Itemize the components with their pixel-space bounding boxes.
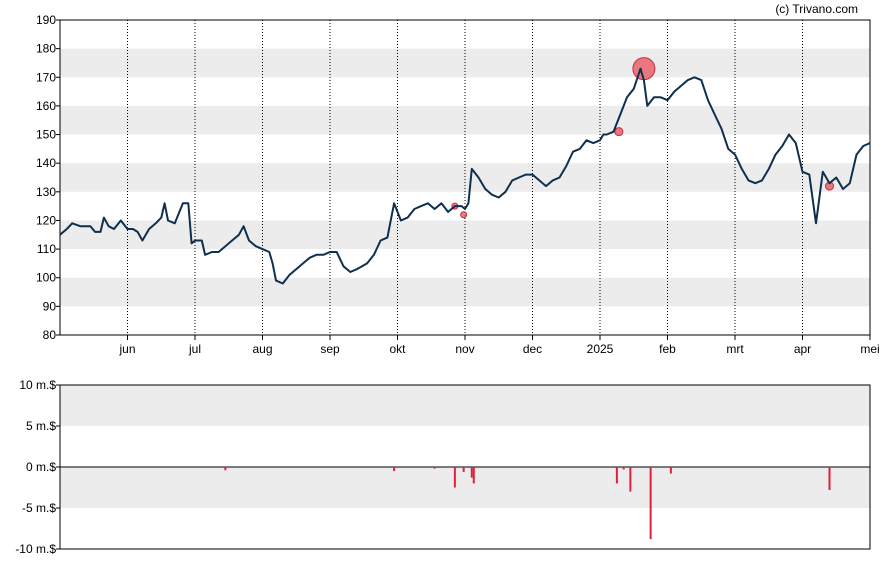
trade-marker (614, 127, 624, 137)
volume-grid-band (60, 467, 870, 508)
y-tick-label: 130 (36, 185, 56, 199)
x-tick-label: jul (188, 342, 201, 356)
x-tick-label: mrt (726, 342, 744, 356)
volume-bar (470, 467, 473, 478)
x-tick-label: mei (860, 342, 879, 356)
volume-bar (629, 467, 632, 492)
y-tick-label: 180 (36, 42, 56, 56)
y-tick-label: 160 (36, 99, 56, 113)
volume-bar (462, 467, 465, 472)
volume-bar (649, 467, 652, 540)
x-tick-label: nov (455, 342, 474, 356)
volume-bar (622, 467, 625, 470)
volume-bar (393, 467, 396, 472)
price-line (59, 67, 871, 285)
price-panel: jun jul aug sep okt nov dec 2025 feb mrt apr mei 80 9… (36, 13, 880, 356)
volume-y-tick-label: -10 m.$ (15, 542, 56, 556)
price-grid-band (60, 277, 870, 307)
price-grid-band (60, 220, 870, 250)
y-tick-label: 100 (36, 271, 56, 285)
x-tick-label: feb (659, 342, 676, 356)
price-plot-frame (59, 19, 871, 336)
x-tick-label: jun (118, 342, 135, 356)
volume-grid-band (60, 385, 870, 426)
volume-bar (472, 467, 475, 484)
volume-y-tick-label: 0 m.$ (26, 460, 56, 474)
y-tick-label: 110 (37, 242, 56, 256)
trade-marker (460, 211, 468, 219)
y-tick-label: 190 (36, 13, 56, 27)
trade-marker (632, 57, 656, 81)
credit-label: (c) Trivano.com (775, 2, 858, 16)
volume-bar (669, 467, 672, 474)
volume-y-tick-label: 5 m.$ (26, 419, 56, 433)
y-tick-label: 140 (36, 156, 56, 170)
x-tick-label: aug (252, 342, 272, 356)
y-tick-label: 120 (36, 213, 56, 227)
y-tick-label: 90 (43, 299, 57, 313)
x-tick-label: dec (523, 342, 542, 356)
x-tick-label: apr (794, 342, 811, 356)
y-tick-label: 150 (36, 128, 56, 142)
volume-y-tick-label: -5 m.$ (22, 501, 56, 515)
y-tick-label: 80 (43, 328, 57, 342)
volume-y-tick-label: 10 m.$ (19, 378, 56, 392)
x-tick-label: okt (389, 342, 406, 356)
volume-bar (828, 467, 831, 490)
volume-bar (453, 467, 456, 488)
volume-bar (224, 467, 227, 471)
x-tick-label: 2025 (587, 342, 614, 356)
y-tick-label: 170 (36, 70, 56, 84)
volume-bar (615, 467, 618, 484)
x-tick-label: sep (320, 342, 340, 356)
volume-bar (433, 467, 436, 469)
volume-panel: -10 m.$ -5 m.$ 0 m.$ 5 m.$ 10 m.$ (15, 378, 871, 556)
